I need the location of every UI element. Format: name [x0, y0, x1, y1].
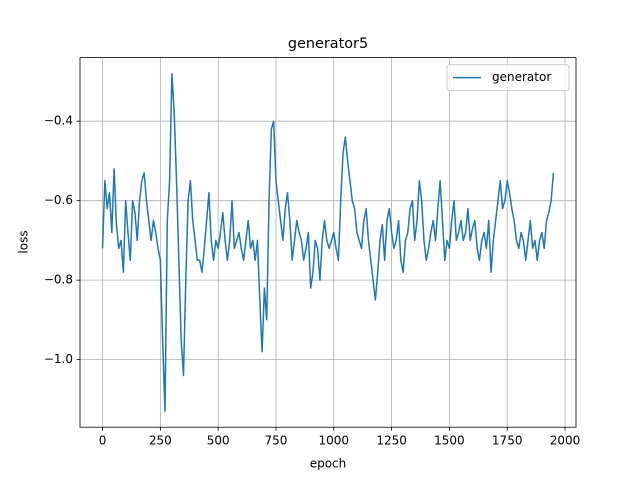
- x-tick-label: 750: [265, 434, 288, 448]
- x-tick-label: 250: [149, 434, 172, 448]
- x-tick-label: 1500: [434, 434, 465, 448]
- x-axis-label: epoch: [310, 457, 347, 471]
- plot-frame: [79, 57, 577, 428]
- legend-box: [446, 64, 570, 92]
- y-tick-label: −1.0: [44, 352, 73, 366]
- chart-title: generator5: [288, 36, 368, 52]
- x-tick-label: 1750: [492, 434, 523, 448]
- x-tick-label: 1250: [376, 434, 407, 448]
- x-tick-label: 2000: [550, 434, 581, 448]
- y-tick-label: −0.8: [44, 273, 73, 287]
- line-series: [101, 72, 555, 413]
- y-tick-label: −0.6: [44, 193, 73, 207]
- x-tick-label: 0: [99, 434, 107, 448]
- x-tick-label: 1000: [319, 434, 350, 448]
- legend-label: generator: [492, 70, 551, 84]
- x-tick-label: 500: [207, 434, 230, 448]
- y-axis-label: loss: [17, 230, 31, 253]
- y-tick-label: −0.4: [44, 114, 73, 128]
